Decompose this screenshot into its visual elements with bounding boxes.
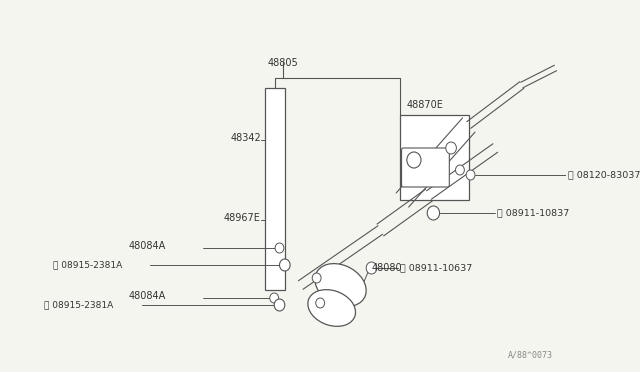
Ellipse shape: [315, 264, 366, 307]
Bar: [266, 88, 285, 290]
Circle shape: [316, 298, 324, 308]
Text: Ⓑ 08120-83037: Ⓑ 08120-83037: [568, 170, 640, 180]
Circle shape: [446, 142, 456, 154]
Circle shape: [312, 273, 321, 283]
Text: 48870E: 48870E: [407, 100, 444, 110]
FancyBboxPatch shape: [401, 148, 449, 187]
Ellipse shape: [308, 290, 355, 326]
Circle shape: [275, 243, 284, 253]
Text: 48967E: 48967E: [224, 213, 261, 223]
Text: Ⓦ 08915-2381A: Ⓦ 08915-2381A: [44, 301, 113, 310]
Circle shape: [366, 262, 377, 274]
Bar: [400, 115, 468, 200]
Text: Ⓦ 08915-2381A: Ⓦ 08915-2381A: [53, 260, 122, 269]
Text: 48342: 48342: [230, 133, 261, 143]
Circle shape: [270, 293, 278, 303]
Circle shape: [428, 206, 440, 220]
Circle shape: [466, 170, 475, 180]
Text: Ⓝ 08911-10637: Ⓝ 08911-10637: [400, 263, 472, 273]
Text: A/88^0073: A/88^0073: [508, 350, 553, 359]
Text: 48084A: 48084A: [128, 241, 166, 251]
Circle shape: [280, 259, 290, 271]
Text: 48805: 48805: [268, 58, 298, 68]
Circle shape: [274, 299, 285, 311]
Circle shape: [407, 152, 421, 168]
Circle shape: [456, 165, 465, 175]
Text: 48080: 48080: [371, 263, 402, 273]
Text: Ⓝ 08911-10837: Ⓝ 08911-10837: [497, 208, 570, 218]
Text: 48084A: 48084A: [128, 291, 166, 301]
